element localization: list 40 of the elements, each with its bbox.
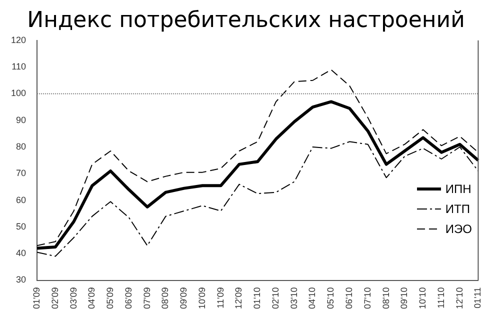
x-tick-label: 12'10 bbox=[454, 287, 464, 310]
legend-label: ИЭО bbox=[445, 222, 472, 236]
chart-title: Индекс потребительских настроений bbox=[27, 8, 465, 33]
y-tick-label: 120 bbox=[10, 34, 26, 45]
x-tick-label: 11'09 bbox=[215, 287, 226, 308]
y-tick-label: 90 bbox=[16, 114, 26, 125]
x-tick-label: 07'09 bbox=[142, 287, 152, 310]
x-tick-label: 10'09 bbox=[196, 287, 207, 310]
y-tick-label: 30 bbox=[16, 274, 26, 285]
x-tick-label: 04'09 bbox=[86, 287, 97, 310]
x-tick-label: 01'10 bbox=[252, 287, 262, 310]
y-tick-label: 70 bbox=[16, 168, 26, 178]
x-tick-label: 11'10 bbox=[436, 287, 446, 308]
x-tick-label: 09'10 bbox=[399, 287, 410, 310]
x-tick-label: 02'10 bbox=[270, 287, 280, 310]
y-tick-label: 50 bbox=[16, 221, 26, 232]
y-tick-label: 40 bbox=[16, 248, 26, 258]
legend-label: ИТП bbox=[445, 202, 470, 216]
x-tick-label: 08'10 bbox=[380, 287, 391, 310]
x-tick-label: 05'10 bbox=[326, 287, 336, 310]
y-tick-label: 110 bbox=[12, 62, 26, 72]
legend-label: ИПН bbox=[445, 182, 472, 196]
x-tick-label: 06'09 bbox=[123, 287, 134, 310]
x-tick-label: 01'09 bbox=[32, 287, 42, 310]
x-tick-label: 04'10 bbox=[307, 287, 318, 310]
x-tick-label: 09'09 bbox=[178, 287, 189, 310]
x-tick-label: 03'09 bbox=[68, 287, 78, 310]
y-tick-label: 100 bbox=[10, 88, 26, 98]
line-series bbox=[36, 69, 479, 246]
x-tick-label: 01'11 bbox=[472, 287, 483, 308]
x-tick-label: 10'10 bbox=[418, 287, 428, 310]
x-tick-label: 07'10 bbox=[362, 287, 372, 310]
x-tick-label: 08'09 bbox=[160, 287, 170, 310]
x-tick-label: 05'09 bbox=[105, 287, 116, 310]
x-tick-label: 03'10 bbox=[288, 287, 299, 310]
x-tick-label: 12'09 bbox=[234, 287, 244, 310]
x-tick-label: 06'10 bbox=[344, 287, 354, 310]
y-tick-label: 80 bbox=[16, 141, 26, 152]
y-tick-label: 60 bbox=[16, 194, 26, 205]
x-tick-label: 02'09 bbox=[50, 287, 60, 310]
